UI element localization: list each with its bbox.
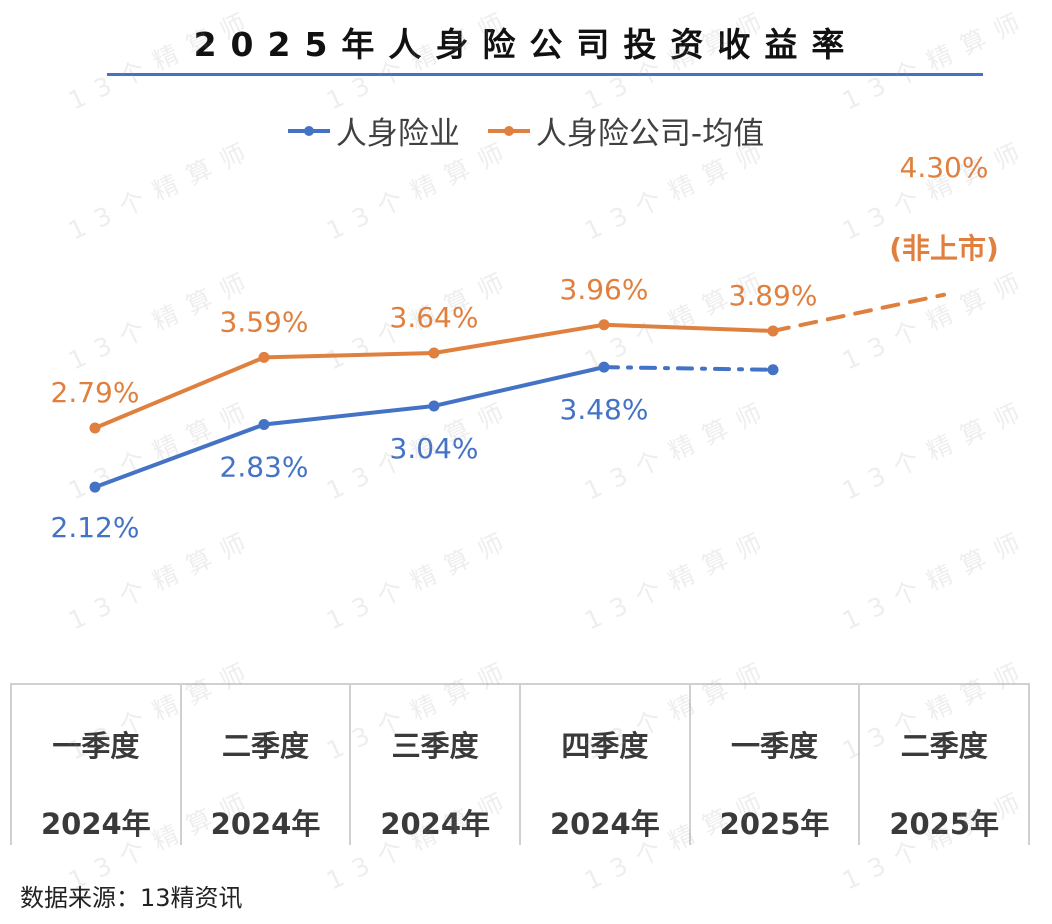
data-point	[767, 325, 779, 337]
series-line-segment	[602, 365, 775, 372]
data-point	[428, 400, 440, 412]
series-line-segment	[93, 422, 266, 490]
data-point	[767, 364, 779, 376]
series-line-segment	[262, 403, 436, 427]
data-label: 3.04%	[390, 432, 479, 465]
quarter-label: 二季度	[900, 729, 988, 763]
legend-label-average: 人身险公司-均值	[535, 116, 765, 152]
legend-item-industry: 人身险业	[287, 108, 460, 153]
series-line-segment	[432, 365, 606, 408]
year-label: 2025年	[719, 807, 830, 841]
legend-swatch-blue	[287, 125, 330, 136]
data-label: 3.89%	[729, 279, 818, 312]
data-label: 2.83%	[220, 450, 309, 483]
chart-title: 2025年人身险公司投资收益率	[193, 25, 859, 64]
legend-swatch-orange	[487, 125, 530, 136]
year-label: 2024年	[549, 807, 660, 841]
table-cell: 三季度 2024年	[351, 685, 522, 845]
year-label: 2025年	[889, 807, 1000, 841]
year-label: 2024年	[380, 807, 491, 841]
title-underline	[107, 73, 983, 76]
series-line-segment	[432, 322, 606, 356]
table-cell: 四季度 2024年	[521, 685, 691, 845]
data-label: 2.79%	[51, 376, 140, 409]
series-line-segment	[602, 322, 775, 333]
data-point	[258, 418, 270, 430]
table-cell: 二季度 2024年	[182, 685, 352, 845]
quarter-label: 二季度	[222, 729, 310, 763]
quarter-label: 三季度	[391, 729, 479, 763]
series-line-segment	[93, 355, 266, 431]
year-label: 2024年	[210, 807, 321, 841]
data-label: 3.96%	[560, 273, 649, 306]
series-line-segment	[262, 351, 436, 360]
quarter-label: 一季度	[731, 729, 819, 763]
annotation-label: (非上市)	[889, 232, 999, 265]
quarter-label: 一季度	[52, 729, 140, 763]
quarter-table: 一季度 2024年 二季度 2024年 三季度 2024年 四季度 2024年 一季度 2025年…	[10, 683, 1031, 845]
data-point	[258, 351, 270, 363]
year-label: 2024年	[40, 807, 151, 841]
data-label: 3.64%	[390, 301, 479, 334]
data-point	[89, 481, 101, 493]
quarter-label: 四季度	[561, 729, 649, 763]
table-cell: 二季度 2025年	[860, 685, 1031, 845]
table-cell: 一季度 2025年	[691, 685, 861, 845]
table-cell: 一季度 2024年	[12, 685, 182, 845]
line-chart: 2.12% 2.83% 3.04% 3.48% 2.79% 3.59% 3.64% 3.96%…	[51, 151, 999, 544]
legend-label-industry: 人身险业	[335, 116, 460, 152]
data-label: 3.48%	[560, 393, 649, 426]
data-label: 4.30%	[900, 151, 989, 184]
data-point	[89, 422, 101, 434]
data-source: 数据来源：13精资讯	[20, 884, 243, 912]
legend-item-average: 人身险公司-均值	[487, 108, 765, 153]
data-point	[598, 319, 610, 331]
data-point	[598, 361, 610, 373]
data-label: 2.12%	[51, 511, 140, 544]
series-line-segment	[771, 292, 946, 333]
data-point	[428, 347, 440, 359]
data-label: 3.59%	[220, 305, 309, 338]
legend: 人身险业 人身险公司-均值	[0, 108, 1052, 153]
